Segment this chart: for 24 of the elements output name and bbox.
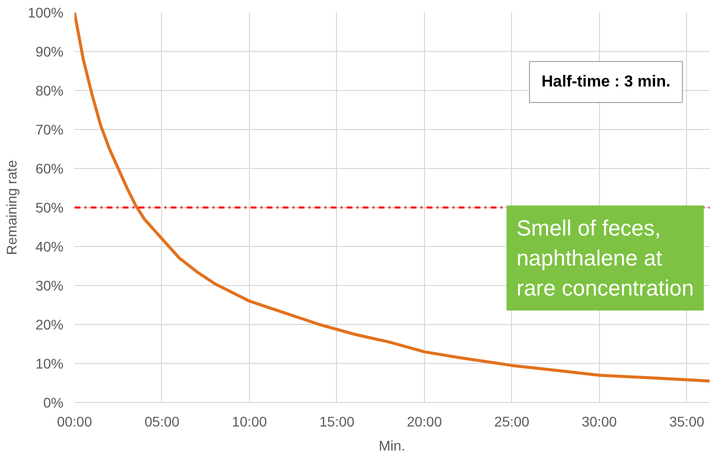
x-tick-label: 05:00 xyxy=(144,414,180,430)
y-axis-title: Remaining rate xyxy=(4,160,20,255)
x-tick-label: 00:00 xyxy=(56,414,92,430)
line-series xyxy=(74,12,710,383)
y-tick-label: 100% xyxy=(28,4,64,20)
y-tick-label: 90% xyxy=(35,44,64,60)
x-tick-label: 20:00 xyxy=(406,414,442,430)
x-tick-label: 15:00 xyxy=(319,414,355,430)
y-tick-label: 40% xyxy=(35,238,64,254)
x-tick-label: 25:00 xyxy=(494,414,530,430)
y-tick-label: 10% xyxy=(35,356,64,372)
y-tick-label: 50% xyxy=(35,200,64,216)
x-tick-label: 10:00 xyxy=(232,414,268,430)
x-tick-label: 30:00 xyxy=(582,414,618,430)
y-tick-label: 60% xyxy=(35,160,64,176)
x-tick-label: 35:00 xyxy=(669,414,704,430)
annotation: Half-time : 3 min. xyxy=(542,74,670,90)
y-tick-label: 20% xyxy=(35,316,64,332)
y-tick-label: 80% xyxy=(35,82,64,98)
x-axis-title: Min. xyxy=(378,438,406,454)
y-tick-label: 30% xyxy=(35,278,64,294)
y-tick-label: 70% xyxy=(35,122,64,138)
y-tick-label: 0% xyxy=(43,394,64,410)
annotation: Smell of feces, naphthalene at rare concentration xyxy=(516,216,694,300)
